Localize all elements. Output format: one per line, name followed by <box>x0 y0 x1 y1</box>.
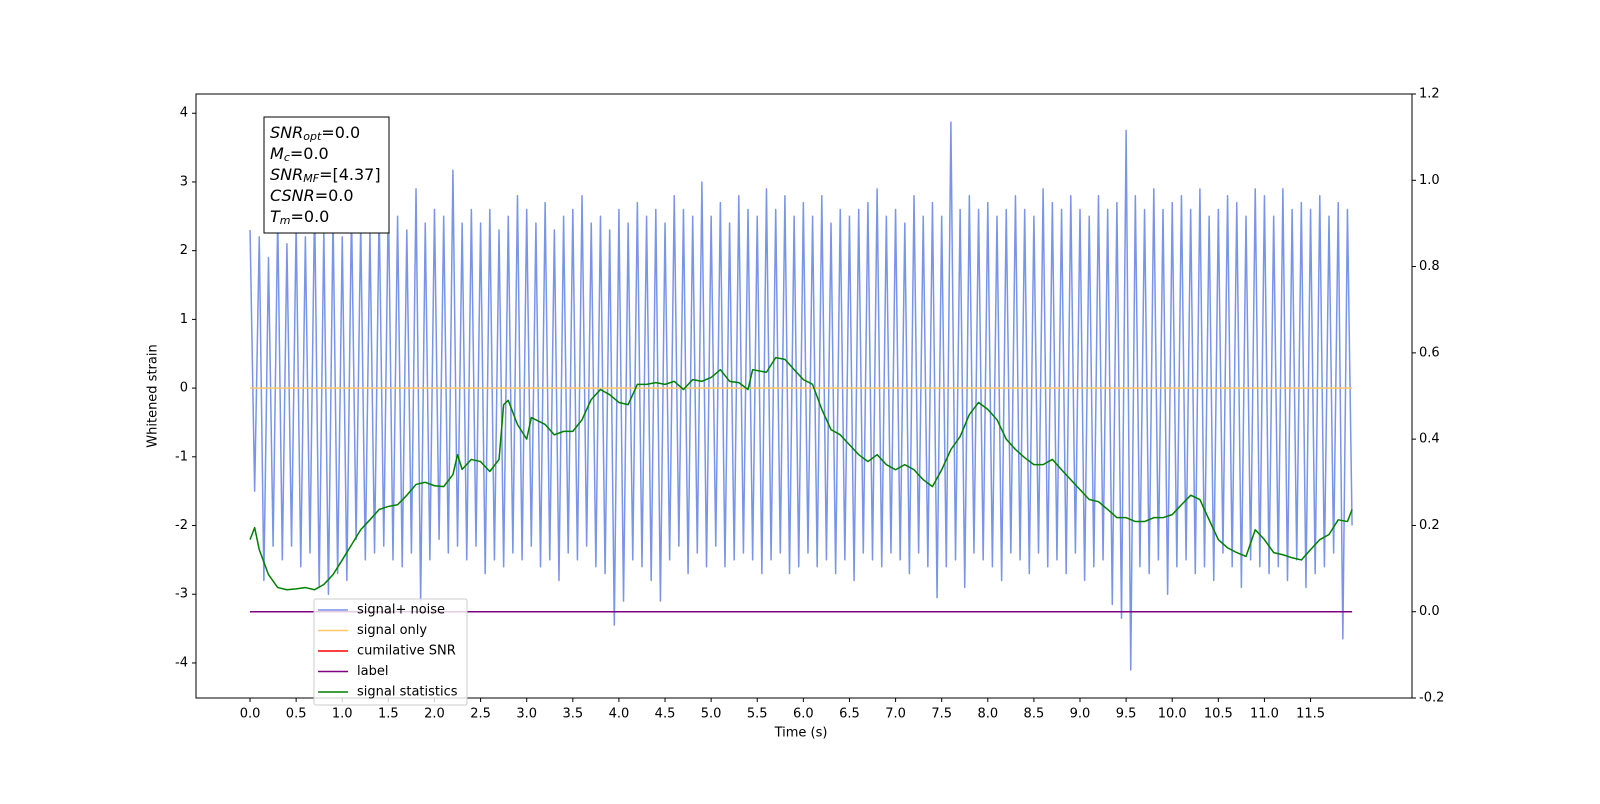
x-tick-label: 1.0 <box>332 707 353 722</box>
legend-label: signal statistics <box>357 685 458 700</box>
y-tick-label: 1 <box>180 312 188 327</box>
x-tick-label: 4.0 <box>609 707 630 722</box>
x-tick-label: 2.5 <box>470 707 491 722</box>
x-tick-label: 9.5 <box>1116 707 1137 722</box>
y2-tick-label: 0.8 <box>1419 259 1440 274</box>
annotation-subscript: c <box>284 151 290 164</box>
annotation-symbol: M <box>270 144 284 163</box>
x-tick-label: 1.5 <box>378 707 399 722</box>
y-axis-label: Whitened strain <box>146 344 161 447</box>
y2-tick-label: 0.0 <box>1419 604 1440 619</box>
y2-tick-label: 0.4 <box>1419 432 1440 447</box>
y2-tick-label: -0.2 <box>1419 691 1444 706</box>
annotation-value: =0.0 <box>291 207 330 226</box>
annotation-line: SNRopt=0.0 <box>270 123 360 144</box>
x-tick-label: 11.5 <box>1296 707 1325 722</box>
x-tick-label: 10.5 <box>1204 707 1233 722</box>
x-tick-label: 5.0 <box>701 707 722 722</box>
series-line <box>249 356 1353 591</box>
x-tick-label: 9.0 <box>1070 707 1091 722</box>
legend-label: label <box>357 664 388 679</box>
series-line <box>249 121 1353 671</box>
legend-label: cumilative SNR <box>357 644 456 659</box>
x-axis-label: Time (s) <box>774 726 828 741</box>
annotation-value: =0.0 <box>315 186 354 205</box>
x-tick-label: 10.0 <box>1158 707 1187 722</box>
y2-tick-label: 0.6 <box>1419 345 1440 360</box>
x-tick-label: 8.5 <box>1024 707 1045 722</box>
x-tick-label: 3.0 <box>516 707 537 722</box>
x-tick-label: 5.5 <box>747 707 768 722</box>
annotation-line: Mc=0.0 <box>270 144 329 165</box>
annotation-value: =0.0 <box>321 123 360 142</box>
x-tick-label: 2.0 <box>424 707 445 722</box>
y-tick-label: 0 <box>180 381 188 396</box>
y-tick-label: 4 <box>180 106 188 121</box>
y-tick-label: -4 <box>175 655 188 670</box>
x-tick-label: 6.5 <box>839 707 860 722</box>
annotation-value: =0.0 <box>290 144 329 163</box>
x-tick-label: 3.5 <box>562 707 583 722</box>
annotation-box <box>263 116 390 234</box>
annotation-line: SNRMF=[4.37] <box>270 165 381 186</box>
annotation-subscript: opt <box>303 130 322 143</box>
legend-label: signal+ noise <box>357 603 445 618</box>
x-tick-label: 4.5 <box>655 707 676 722</box>
annotation-symbol: SNR <box>270 123 303 142</box>
axes-frame <box>195 93 1413 699</box>
x-tick-label: 7.5 <box>931 707 952 722</box>
y-tick-label: -2 <box>175 518 188 533</box>
y-tick-label: 3 <box>180 174 188 189</box>
annotation-subscript: m <box>280 214 291 227</box>
annotation-symbol: T <box>270 207 281 226</box>
annotation-line: Tm=0.0 <box>270 207 329 228</box>
legend-label: signal only <box>357 623 427 638</box>
y-tick-label: -3 <box>175 587 188 602</box>
x-tick-label: 6.0 <box>793 707 814 722</box>
y2-tick-label: 1.2 <box>1419 87 1440 102</box>
x-tick-label: 0.0 <box>240 707 261 722</box>
legend-box <box>313 598 468 706</box>
annotation-symbol: SNR <box>270 165 303 184</box>
y-tick-label: -1 <box>175 449 188 464</box>
annotation-line: CSNR=0.0 <box>270 186 354 205</box>
x-tick-label: 7.0 <box>885 707 906 722</box>
x-tick-label: 8.0 <box>977 707 998 722</box>
annotation-subscript: MF <box>303 172 319 185</box>
x-tick-label: 11.0 <box>1250 707 1279 722</box>
annotation-value: =[4.37] <box>319 165 381 184</box>
y-tick-label: 2 <box>180 243 188 258</box>
y2-tick-label: 0.2 <box>1419 518 1440 533</box>
annotation-symbol: CSNR <box>270 186 315 205</box>
x-tick-label: 0.5 <box>286 707 307 722</box>
y2-tick-label: 1.0 <box>1419 173 1440 188</box>
